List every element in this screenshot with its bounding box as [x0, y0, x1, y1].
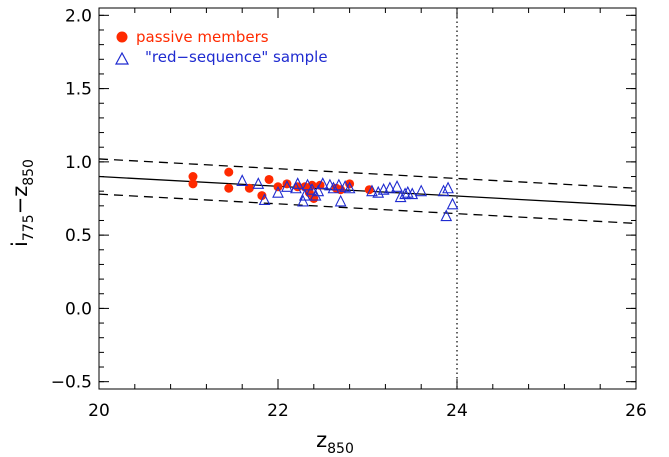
data-point-redseq	[258, 193, 271, 206]
y-axis-title: i775−z850	[8, 159, 37, 247]
y-tick-label: 2.0	[65, 6, 92, 26]
data-point-redseq	[440, 209, 453, 222]
x-tick-label: 20	[88, 401, 110, 421]
data-point-redseq	[442, 181, 454, 194]
x-tick-label: 26	[625, 401, 647, 421]
legend-marker-redseq	[114, 51, 130, 65]
y-tick-label: 0.0	[65, 299, 92, 319]
legend-label-redseq: "red−sequence" sample	[145, 48, 328, 66]
data-point-redseq	[281, 180, 293, 192]
data-point-redseq	[252, 177, 265, 189]
data-point-redseq	[343, 181, 356, 194]
data-point-redseq	[297, 194, 309, 207]
legend-label-passive: passive members	[136, 28, 269, 46]
data-point-passive	[188, 172, 198, 182]
data-point-redseq	[446, 197, 459, 210]
data-point-passive	[188, 179, 198, 189]
plot-area	[98, 7, 637, 390]
data-point-redseq	[383, 181, 396, 194]
legend-marker-passive	[116, 31, 128, 43]
data-point-redseq	[391, 180, 403, 192]
data-point-redseq	[316, 177, 329, 189]
y-tick-label: 1.5	[65, 80, 92, 100]
data-point-redseq	[301, 178, 314, 191]
tick-labels-layer: 20 22 24 26 −0.5 0.0 0.5 1.0 1.5 2.0	[51, 6, 647, 421]
data-point-passive	[264, 174, 274, 184]
plot-frame	[98, 7, 637, 390]
y-tick-label: 1.0	[65, 153, 92, 173]
data-point-redseq	[291, 177, 304, 189]
data-point-redseq	[236, 174, 249, 186]
upper-bound-line	[98, 158, 637, 189]
data-point-redseq	[334, 194, 347, 207]
data-point-redseq	[399, 187, 411, 200]
data-point-redseq	[406, 187, 419, 200]
x-tick-label: 24	[446, 401, 468, 421]
x-axis-title: z850	[316, 428, 354, 457]
legend: passive members "red−sequence" sample	[114, 28, 328, 66]
x-tick-label: 22	[267, 401, 289, 421]
lower-bound-line	[98, 193, 637, 225]
data-point-redseq	[437, 184, 450, 197]
data-point-passive	[224, 183, 234, 193]
data-point-redseq	[372, 185, 385, 198]
y-tick-label: 0.5	[65, 226, 92, 246]
data-point-redseq	[366, 184, 378, 197]
data-point-redseq	[312, 184, 325, 197]
data-point-passive	[224, 167, 234, 177]
data-point-redseq	[401, 185, 414, 198]
data-point-passive	[257, 191, 267, 201]
data-point-redseq	[415, 184, 428, 197]
points-layer	[188, 167, 459, 222]
y-tick-label: −0.5	[51, 373, 92, 393]
data-point-redseq	[306, 182, 318, 195]
data-point-redseq	[272, 185, 284, 198]
data-point-passive	[309, 194, 319, 203]
data-point-redseq	[332, 178, 345, 191]
data-point-passive	[244, 183, 254, 193]
data-point-redseq	[327, 181, 340, 194]
data-point-redseq	[298, 188, 311, 201]
